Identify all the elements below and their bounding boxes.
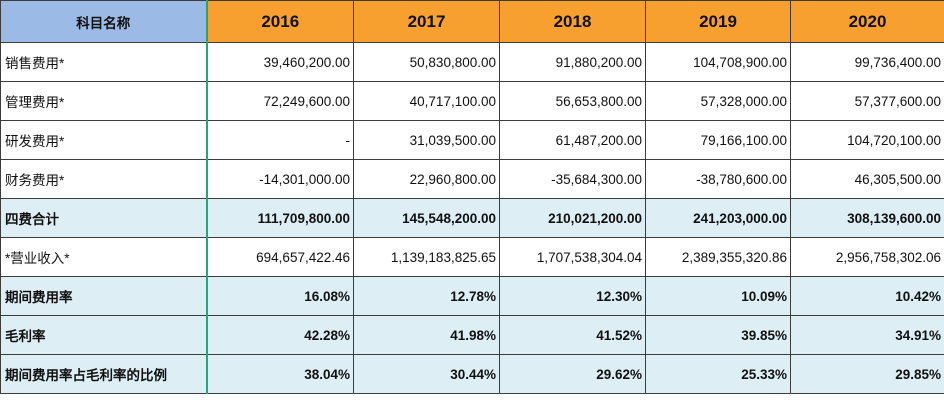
header-year-cell[interactable]: 2018	[499, 0, 646, 43]
header-year-cell[interactable]: 2017	[353, 0, 500, 43]
table-row: 销售费用* 39,460,200.00 50,830,800.00 91,880…	[0, 42, 944, 82]
value-cell[interactable]: 29.85%	[790, 354, 944, 394]
table-row: 财务费用* -14,301,000.00 22,960,800.00 -35,6…	[0, 159, 944, 199]
row-label-cell[interactable]: 研发费用*	[0, 120, 208, 160]
value-cell[interactable]: 104,720,100.00	[790, 120, 944, 160]
value-cell[interactable]: 2,389,355,320.86	[645, 237, 791, 277]
financial-table: 科目名称 2016 2017 2018 2019 2020 销售费用* 39,4…	[0, 0, 944, 394]
value-cell[interactable]: 61,487,200.00	[499, 120, 646, 160]
value-cell[interactable]: 22,960,800.00	[353, 159, 500, 199]
value-cell[interactable]: 99,736,400.00	[790, 42, 944, 82]
value-cell[interactable]: 145,548,200.00	[353, 198, 500, 238]
value-cell[interactable]: 10.09%	[645, 276, 791, 316]
value-cell[interactable]: -	[206, 120, 354, 160]
value-cell[interactable]: 41.52%	[499, 315, 646, 355]
value-cell[interactable]: 91,880,200.00	[499, 42, 646, 82]
value-cell[interactable]: 41.98%	[353, 315, 500, 355]
value-cell[interactable]: 16.08%	[206, 276, 354, 316]
header-year-cell[interactable]: 2020	[790, 0, 944, 43]
value-cell[interactable]: 39,460,200.00	[206, 42, 354, 82]
value-cell[interactable]: -35,684,300.00	[499, 159, 646, 199]
value-cell[interactable]: 12.78%	[353, 276, 500, 316]
row-label-cell[interactable]: 销售费用*	[0, 42, 208, 82]
value-cell[interactable]: 38.04%	[206, 354, 354, 394]
value-cell[interactable]: 57,377,600.00	[790, 81, 944, 121]
value-cell[interactable]: 40,717,100.00	[353, 81, 500, 121]
row-label-cell[interactable]: 财务费用*	[0, 159, 208, 199]
value-cell[interactable]: 31,039,500.00	[353, 120, 500, 160]
value-cell[interactable]: 241,203,000.00	[645, 198, 791, 238]
row-label-cell[interactable]: 毛利率	[0, 315, 208, 355]
value-cell[interactable]: 10.42%	[790, 276, 944, 316]
table-row-total: 四费合计 111,709,800.00 145,548,200.00 210,0…	[0, 198, 944, 238]
table-row-ratio: 期间费用率占毛利率的比例 38.04% 30.44% 29.62% 25.33%…	[0, 354, 944, 394]
value-cell[interactable]: 2,956,758,302.06	[790, 237, 944, 277]
row-label-cell[interactable]: 期间费用率	[0, 276, 208, 316]
row-label-cell[interactable]: 管理费用*	[0, 81, 208, 121]
value-cell[interactable]: 111,709,800.00	[206, 198, 354, 238]
value-cell[interactable]: 30.44%	[353, 354, 500, 394]
table-row-ratio: 毛利率 42.28% 41.98% 41.52% 39.85% 34.91%	[0, 315, 944, 355]
table-row: 研发费用* - 31,039,500.00 61,487,200.00 79,1…	[0, 120, 944, 160]
row-label-cell[interactable]: *营业收入*	[0, 237, 208, 277]
table-row: *营业收入* 694,657,422.46 1,139,183,825.65 1…	[0, 237, 944, 277]
value-cell[interactable]: 79,166,100.00	[645, 120, 791, 160]
value-cell[interactable]: 72,249,600.00	[206, 81, 354, 121]
value-cell[interactable]: 39.85%	[645, 315, 791, 355]
value-cell[interactable]: 25.33%	[645, 354, 791, 394]
header-year-cell[interactable]: 2019	[645, 0, 791, 43]
value-cell[interactable]: 210,021,200.00	[499, 198, 646, 238]
value-cell[interactable]: 56,653,800.00	[499, 81, 646, 121]
value-cell[interactable]: 57,328,000.00	[645, 81, 791, 121]
value-cell[interactable]: 1,139,183,825.65	[353, 237, 500, 277]
value-cell[interactable]: -14,301,000.00	[206, 159, 354, 199]
value-cell[interactable]: 50,830,800.00	[353, 42, 500, 82]
value-cell[interactable]: 1,707,538,304.04	[499, 237, 646, 277]
value-cell[interactable]: 46,305,500.00	[790, 159, 944, 199]
value-cell[interactable]: 34.91%	[790, 315, 944, 355]
value-cell[interactable]: 12.30%	[499, 276, 646, 316]
value-cell[interactable]: 308,139,600.00	[790, 198, 944, 238]
row-label-cell[interactable]: 期间费用率占毛利率的比例	[0, 354, 208, 394]
row-label-cell[interactable]: 四费合计	[0, 198, 208, 238]
value-cell[interactable]: 104,708,900.00	[645, 42, 791, 82]
header-row: 科目名称 2016 2017 2018 2019 2020	[0, 0, 944, 43]
table-row-ratio: 期间费用率 16.08% 12.78% 12.30% 10.09% 10.42%	[0, 276, 944, 316]
value-cell[interactable]: 694,657,422.46	[206, 237, 354, 277]
value-cell[interactable]: -38,780,600.00	[645, 159, 791, 199]
table-row: 管理费用* 72,249,600.00 40,717,100.00 56,653…	[0, 81, 944, 121]
header-label-cell[interactable]: 科目名称	[0, 0, 208, 43]
value-cell[interactable]: 42.28%	[206, 315, 354, 355]
value-cell[interactable]: 29.62%	[499, 354, 646, 394]
header-year-cell[interactable]: 2016	[206, 0, 354, 43]
